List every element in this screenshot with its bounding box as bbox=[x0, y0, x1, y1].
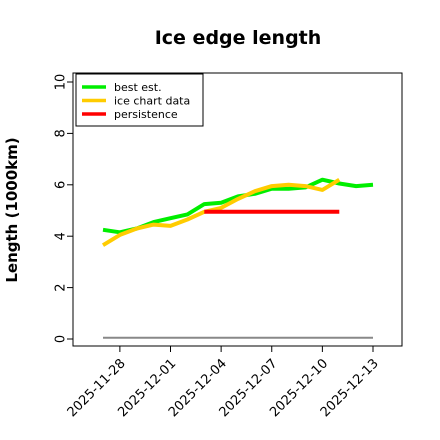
y-tick-label-6: 6 bbox=[54, 181, 69, 189]
y-tick-label-2: 2 bbox=[54, 283, 69, 291]
y-axis-label: Length (1000km) bbox=[3, 137, 21, 282]
plot-area-frame bbox=[72, 72, 403, 347]
series-line-best-est- bbox=[102, 177, 374, 235]
legend-label-ice-chart-data: ice chart data bbox=[114, 95, 190, 108]
x-axis: 2025-11-282025-12-012025-12-042025-12-07… bbox=[65, 346, 382, 420]
series-layer bbox=[101, 177, 374, 339]
legend-label-persistence: persistence bbox=[114, 108, 178, 121]
y-tick-label-0: 0 bbox=[54, 335, 69, 343]
chart-title: Ice edge length bbox=[155, 27, 322, 49]
y-tick-label-8: 8 bbox=[54, 129, 69, 137]
legend-label-best-est-: best est. bbox=[114, 81, 162, 94]
y-tick-label-4: 4 bbox=[54, 232, 69, 240]
y-axis: 0 2 4 6 8 10 bbox=[54, 74, 73, 343]
series-line-ice-chart-data bbox=[101, 177, 341, 247]
y-tick-label-10: 10 bbox=[54, 74, 69, 91]
